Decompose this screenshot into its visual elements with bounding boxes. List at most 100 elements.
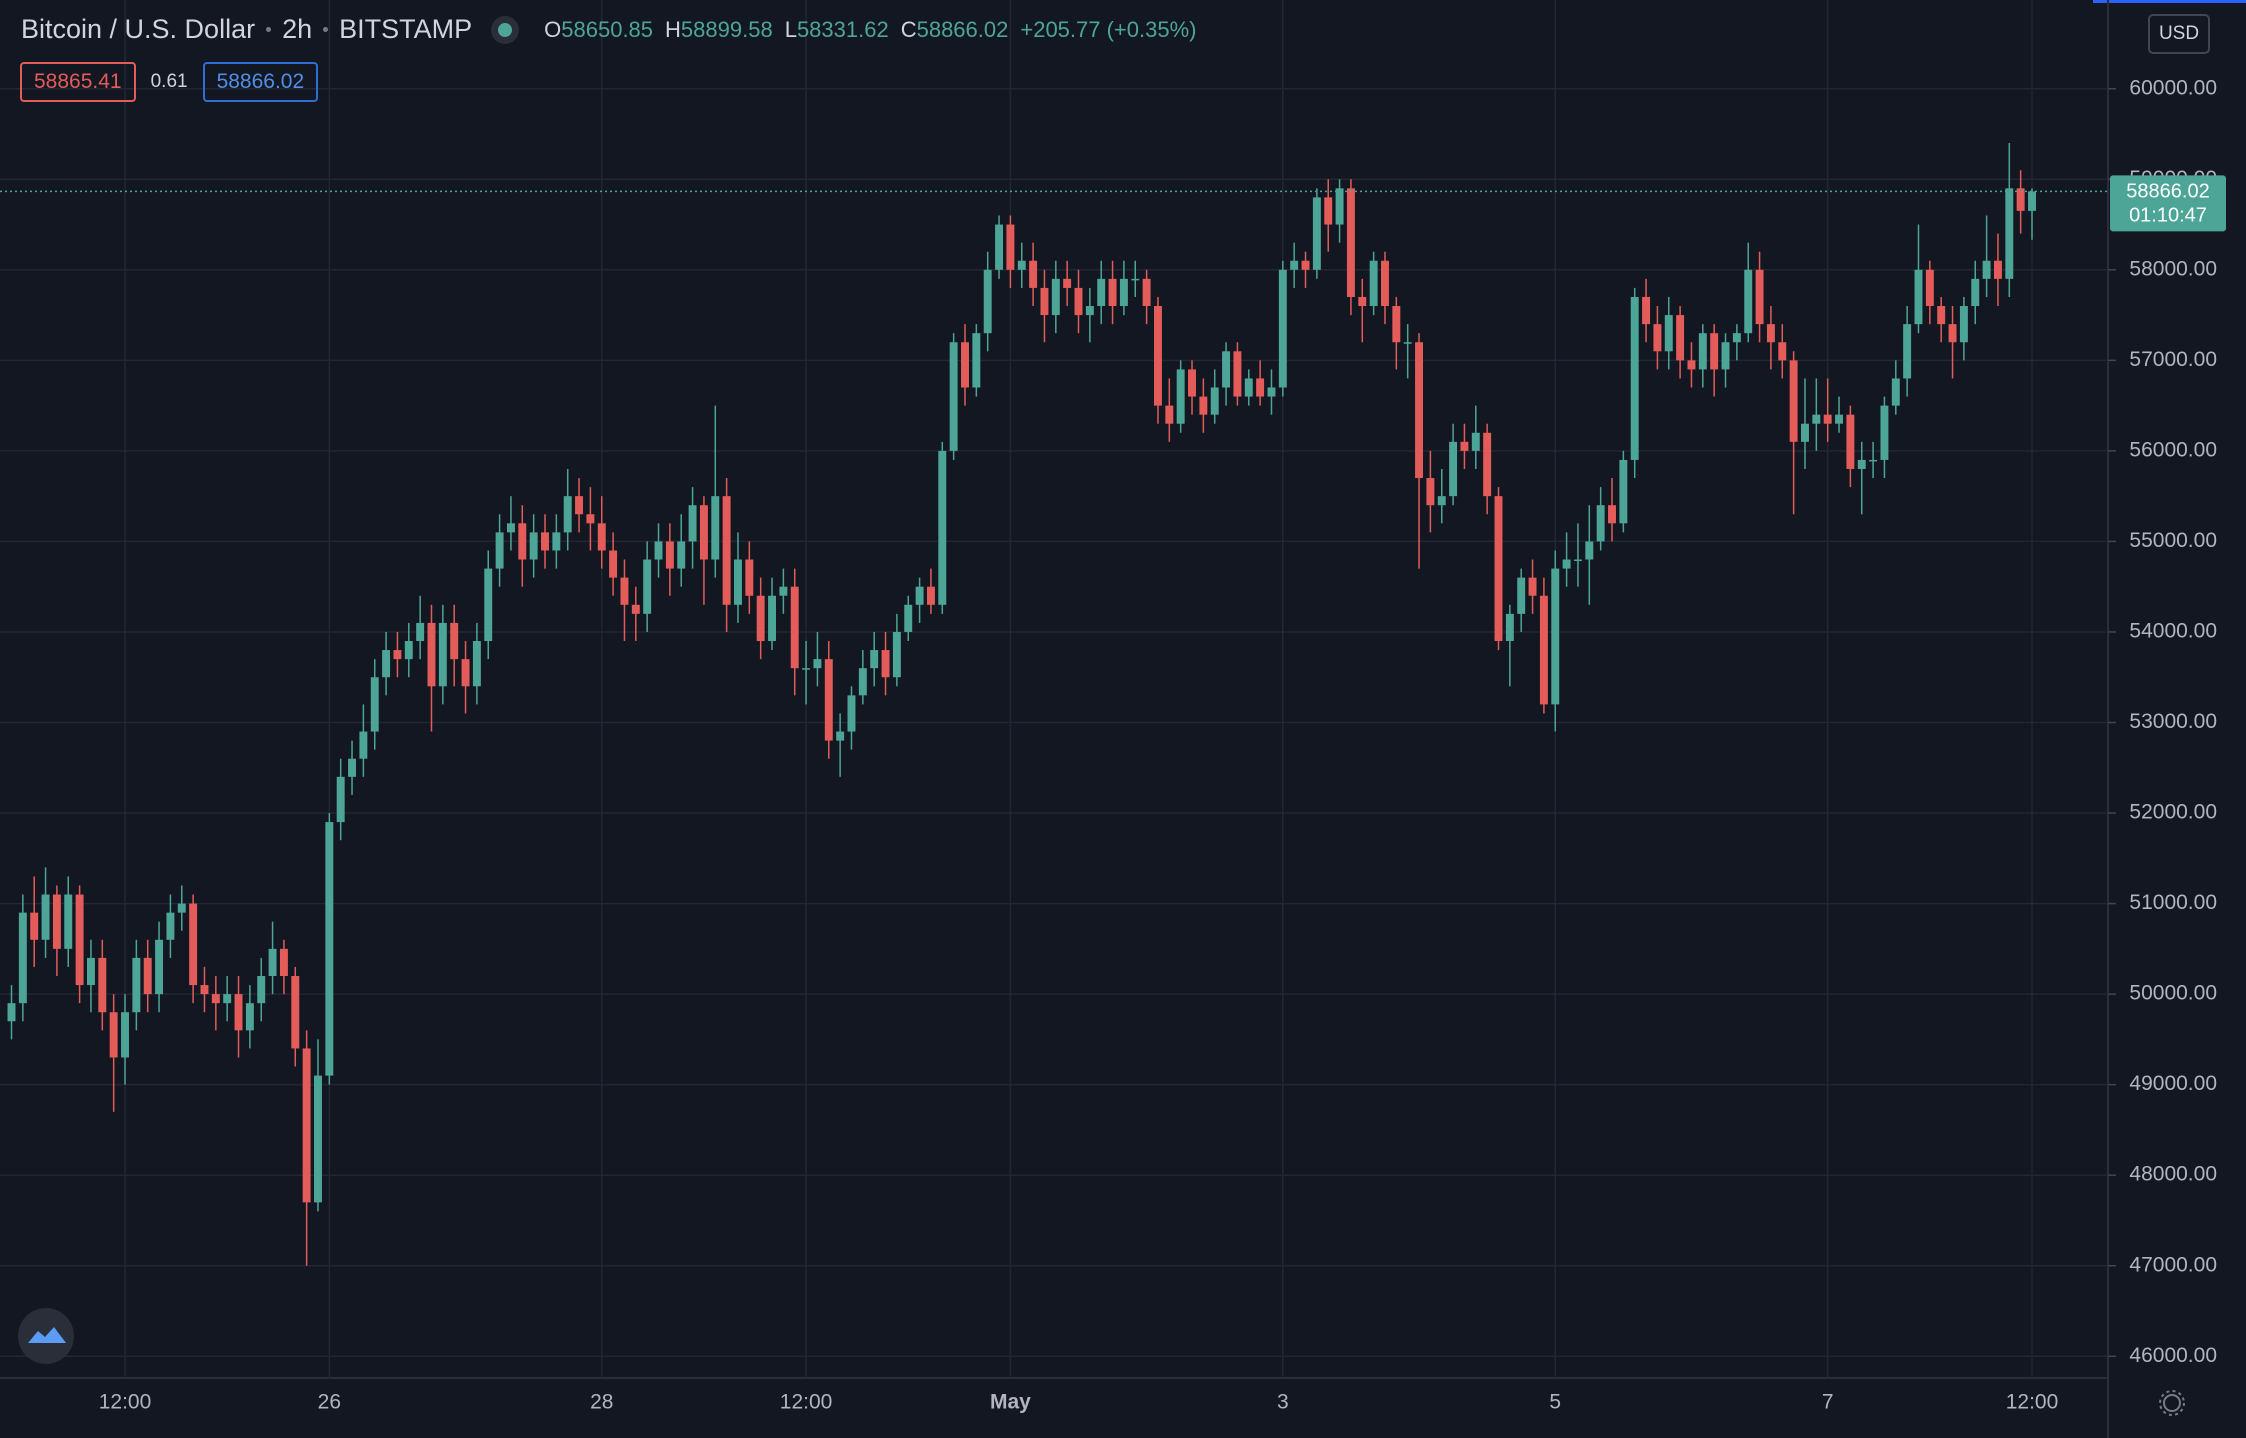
candle-body [1176, 369, 1185, 424]
candle-body [189, 903, 198, 986]
symbol-title: Bitcoin / U.S. Dollar [21, 14, 256, 44]
candle-body [1131, 278, 1140, 281]
candle-body [1721, 342, 1730, 370]
candle-body [1857, 459, 1866, 469]
candle-body [915, 586, 924, 605]
candle-body [302, 1048, 311, 1203]
candle-body [200, 985, 209, 995]
candle-body [983, 269, 992, 334]
candle-body [1222, 351, 1231, 388]
candle-body [1869, 459, 1878, 462]
y-tick-label: 52000.00 [2129, 801, 2217, 824]
toolbar-highlight [2093, 0, 2246, 3]
candle-body [654, 541, 663, 560]
candle-body [1744, 269, 1753, 334]
candle-body [552, 532, 561, 551]
separator [266, 27, 272, 32]
candle-body [1551, 568, 1560, 705]
candle-body [64, 894, 73, 949]
x-tick-label: 12:00 [780, 1391, 833, 1414]
x-tick-label: 7 [1822, 1391, 1834, 1414]
interval[interactable]: 2h [282, 14, 313, 44]
candle-body [359, 731, 368, 759]
y-tick-label: 48000.00 [2129, 1163, 2217, 1186]
y-tick-label: 58000.00 [2129, 257, 2217, 280]
candle-body [506, 523, 515, 533]
y-tick-label: 60000.00 [2129, 76, 2217, 99]
candle-body [1528, 577, 1537, 596]
sell-button[interactable]: 58865.41 [20, 62, 136, 102]
candle-body [1471, 432, 1480, 451]
candle-body [858, 668, 867, 696]
candle-body [86, 957, 95, 986]
candle-body [314, 1075, 322, 1203]
x-tick-label: 12:00 [2006, 1391, 2059, 1414]
candle-body [1290, 260, 1299, 270]
candle-body [949, 342, 958, 451]
candle-body [166, 912, 175, 940]
y-tick-label: 55000.00 [2129, 529, 2217, 552]
candle-body [756, 595, 765, 642]
candle-body [1585, 541, 1594, 560]
candle-body [1494, 496, 1503, 642]
candle-body [1381, 260, 1389, 307]
candle-body [1051, 278, 1060, 316]
candle-body [1153, 306, 1162, 406]
candle-body [416, 622, 425, 642]
candle-body [1210, 387, 1219, 415]
x-tick-label: 26 [318, 1391, 341, 1414]
candle-body [30, 912, 39, 940]
candle-body [155, 939, 164, 995]
candle-body [1608, 505, 1616, 524]
separator [323, 27, 329, 32]
market-status [498, 22, 513, 37]
candle-body [972, 333, 981, 388]
candle-body [1244, 378, 1253, 397]
candle-body [98, 957, 107, 1013]
candle-body [143, 957, 152, 995]
candle-body [518, 523, 527, 560]
candle-body [450, 622, 459, 660]
candle-body [1097, 278, 1106, 307]
candle-body [234, 994, 243, 1031]
candle-body [1312, 197, 1321, 270]
ohlc-value: 58899.58 [680, 16, 773, 42]
ohlc-key: H [665, 16, 681, 42]
candle-body [1165, 405, 1174, 424]
candle-body [1188, 369, 1196, 397]
candle-body [995, 224, 1004, 270]
candle-body [427, 622, 436, 687]
last-price-tag [2110, 175, 2226, 232]
y-tick-label: 49000.00 [2129, 1072, 2217, 1095]
ohlc-value: 58331.62 [796, 16, 889, 42]
header: Bitcoin / U.S. Dollar 2h BITSTAMP O 58650… [21, 14, 1197, 45]
candle-body [461, 659, 470, 687]
candle-body [1619, 459, 1628, 524]
candle-body [438, 622, 447, 687]
ohlc-key: O [544, 16, 562, 42]
candle-body [1993, 260, 2002, 279]
candle-body [790, 586, 799, 669]
candle-body [1017, 260, 1026, 270]
candle-body [1835, 414, 1844, 424]
candle-body [892, 631, 901, 678]
buy-button[interactable]: 58866.02 [202, 62, 319, 102]
candle-body [1914, 269, 1923, 325]
candle-body [745, 559, 754, 596]
candle-body [824, 659, 833, 741]
candle-body [1732, 333, 1741, 343]
currency-button[interactable]: USD [2148, 14, 2210, 54]
candle-body [881, 650, 890, 678]
ohlc-value: 58866.02 [916, 16, 1009, 42]
candle-body [586, 514, 595, 524]
candle-body [1267, 387, 1276, 397]
candle-body [404, 641, 413, 660]
candle-body [1766, 324, 1775, 343]
candle-body [1108, 278, 1117, 307]
candle-body [75, 894, 84, 986]
last-price-label: 58866.02 [2126, 181, 2209, 203]
candle-body [1029, 260, 1038, 288]
candle-body [1517, 577, 1526, 614]
candle-body [1256, 378, 1265, 397]
